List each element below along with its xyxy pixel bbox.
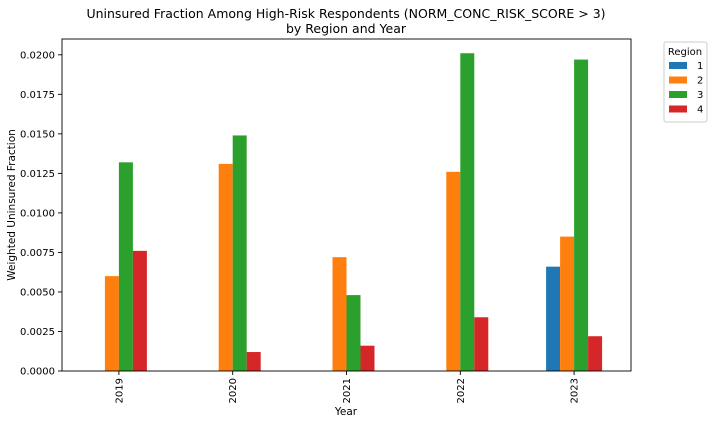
legend-swatch-2 [669,76,687,84]
bar-region-2-2023 [560,236,575,371]
chart-title: Uninsured Fraction Among High-Risk Respo… [86,6,605,21]
bar-region-3-2023 [574,59,589,372]
legend-swatch-3 [669,91,687,98]
chart-subtitle: by Region and Year [286,21,407,36]
bar-region-3-2019 [118,162,133,371]
bar-region-3-2021 [346,295,361,371]
x-tick-label: 2022 [456,378,467,403]
legend-title: Region [668,47,702,58]
y-tick-label: 0.0025 [20,327,55,338]
legend: Region 1 2 3 4 [663,41,708,123]
legend-swatch-4 [669,105,687,113]
y-tick-label: 0.0000 [20,367,55,378]
x-axis-label: Year [334,406,358,418]
y-tick-label: 0.0150 [20,129,55,140]
legend-label-3: 3 [697,90,703,101]
bar-region-4-2021 [360,345,375,371]
bar-region-4-2023 [588,336,603,371]
bar-region-2-2021 [332,257,347,371]
bar-region-4-2019 [132,250,147,371]
y-axis-label: Weighted Uninsured Fraction [6,129,18,281]
bar-region-3-2020 [232,135,247,371]
y-tick-label: 0.0125 [20,169,55,180]
bar-region-4-2022 [474,317,489,371]
bar-region-2-2022 [446,171,461,371]
y-tick-label: 0.0050 [20,287,55,298]
bar-region-1-2023 [546,266,561,371]
bar-region-2-2020 [218,163,233,371]
bar-region-2-2019 [104,276,119,371]
y-tick-label: 0.0200 [20,50,55,61]
legend-label-2: 2 [697,76,703,87]
legend-swatch-1 [669,62,687,69]
y-tick-label: 0.0075 [20,248,55,259]
x-tick-label: 2019 [114,378,125,403]
bar-region-4-2020 [246,352,261,371]
x-tick-label: 2023 [570,378,581,403]
y-tick-label: 0.0100 [20,208,55,219]
x-tick-label: 2021 [342,378,353,403]
plot-area: 0.0000 0.0025 0.0050 0.0075 0.0100 0.0125 0.01… [20,38,632,403]
legend-label-4: 4 [697,105,703,116]
legend-label-1: 1 [697,61,703,72]
x-tick-label: 2020 [228,378,239,403]
bar-region-3-2022 [460,53,475,371]
y-tick-label: 0.0175 [20,90,55,101]
